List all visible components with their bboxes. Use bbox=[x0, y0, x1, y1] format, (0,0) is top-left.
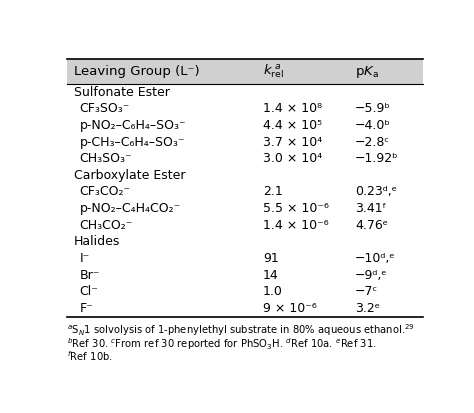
Text: p$K_{\mathrm{a}}$: p$K_{\mathrm{a}}$ bbox=[355, 64, 379, 80]
Text: $^{b}$Ref 30. $^{c}$From ref 30 reported for PhSO$_{3}$H. $^{d}$Ref 10a. $^{e}$R: $^{b}$Ref 30. $^{c}$From ref 30 reported… bbox=[66, 336, 376, 351]
Text: 3.41ᶠ: 3.41ᶠ bbox=[355, 202, 386, 215]
Text: Br⁻: Br⁻ bbox=[80, 268, 100, 282]
Text: 1.4 × 10⁻⁶: 1.4 × 10⁻⁶ bbox=[263, 219, 329, 232]
Text: 4.4 × 10⁵: 4.4 × 10⁵ bbox=[263, 119, 322, 132]
Text: 91: 91 bbox=[263, 252, 279, 265]
Text: CH₃CO₂⁻: CH₃CO₂⁻ bbox=[80, 219, 133, 232]
Text: 5.5 × 10⁻⁶: 5.5 × 10⁻⁶ bbox=[263, 202, 329, 215]
Text: I⁻: I⁻ bbox=[80, 252, 90, 265]
Text: Halides: Halides bbox=[74, 235, 120, 248]
Text: CF₃SO₃⁻: CF₃SO₃⁻ bbox=[80, 102, 130, 115]
Bar bbox=[66, 59, 423, 84]
Text: 4.76ᵉ: 4.76ᵉ bbox=[355, 219, 388, 232]
Text: Carboxylate Ester: Carboxylate Ester bbox=[74, 169, 185, 182]
Text: 3.2ᵉ: 3.2ᵉ bbox=[355, 302, 380, 315]
Text: −10ᵈ,ᵉ: −10ᵈ,ᵉ bbox=[355, 252, 395, 265]
Text: CH₃SO₃⁻: CH₃SO₃⁻ bbox=[80, 152, 132, 165]
Text: 0.23ᵈ,ᵉ: 0.23ᵈ,ᵉ bbox=[355, 185, 397, 199]
Text: $^{a}$S$_{N}$1 solvolysis of 1-phenylethyl substrate in 80% aqueous ethanol.$^{2: $^{a}$S$_{N}$1 solvolysis of 1-phenyleth… bbox=[66, 323, 414, 338]
Text: $^{f}$Ref 10b.: $^{f}$Ref 10b. bbox=[66, 349, 112, 363]
Text: 3.7 × 10⁴: 3.7 × 10⁴ bbox=[263, 135, 322, 149]
Text: −4.0ᵇ: −4.0ᵇ bbox=[355, 119, 391, 132]
Text: −1.92ᵇ: −1.92ᵇ bbox=[355, 152, 399, 165]
Text: $k_{\mathrm{rel}}^{\ a}$: $k_{\mathrm{rel}}^{\ a}$ bbox=[263, 63, 284, 81]
Text: 3.0 × 10⁴: 3.0 × 10⁴ bbox=[263, 152, 322, 165]
Text: Leaving Group (L⁻): Leaving Group (L⁻) bbox=[74, 65, 200, 78]
Text: p-NO₂–C₄H₄CO₂⁻: p-NO₂–C₄H₄CO₂⁻ bbox=[80, 202, 181, 215]
Text: −7ᶜ: −7ᶜ bbox=[355, 285, 378, 298]
Text: Cl⁻: Cl⁻ bbox=[80, 285, 98, 298]
Text: −5.9ᵇ: −5.9ᵇ bbox=[355, 102, 391, 115]
Text: F⁻: F⁻ bbox=[80, 302, 93, 315]
Text: 9 × 10⁻⁶: 9 × 10⁻⁶ bbox=[263, 302, 317, 315]
Text: CF₃CO₂⁻: CF₃CO₂⁻ bbox=[80, 185, 130, 199]
Text: 1.4 × 10⁸: 1.4 × 10⁸ bbox=[263, 102, 322, 115]
Text: −9ᵈ,ᵉ: −9ᵈ,ᵉ bbox=[355, 268, 387, 282]
Text: p-CH₃–C₆H₄–SO₃⁻: p-CH₃–C₆H₄–SO₃⁻ bbox=[80, 135, 185, 149]
Text: −2.8ᶜ: −2.8ᶜ bbox=[355, 135, 390, 149]
Text: Sulfonate Ester: Sulfonate Ester bbox=[74, 86, 170, 99]
Text: p-NO₂–C₆H₄–SO₃⁻: p-NO₂–C₆H₄–SO₃⁻ bbox=[80, 119, 186, 132]
Text: 1.0: 1.0 bbox=[263, 285, 283, 298]
Text: 2.1: 2.1 bbox=[263, 185, 283, 199]
Text: 14: 14 bbox=[263, 268, 279, 282]
